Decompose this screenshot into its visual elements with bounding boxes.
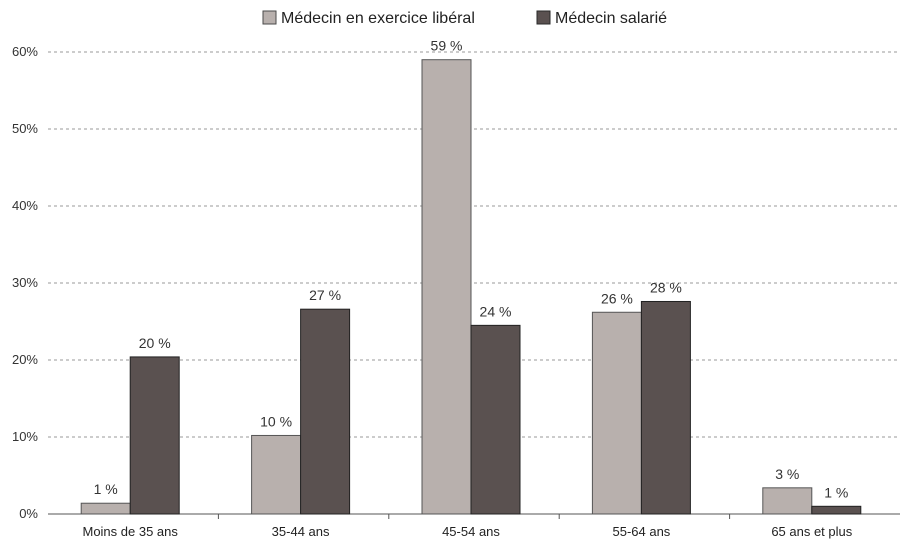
data-label-salarie: 27 % — [309, 287, 341, 303]
x-tick-label: Moins de 35 ans — [82, 524, 178, 539]
legend-label-salarie: Médecin salarié — [555, 10, 667, 27]
data-label-salarie: 1 % — [824, 484, 848, 500]
x-tick-label: 45-54 ans — [442, 524, 500, 539]
x-tick-label: 55-64 ans — [612, 524, 670, 539]
y-tick-label: 0% — [19, 506, 38, 521]
bar-liberal — [591, 311, 642, 515]
y-tick-label: 40% — [12, 198, 38, 213]
x-tick-label: 35-44 ans — [272, 524, 330, 539]
data-label-salarie: 28 % — [650, 279, 682, 295]
bar-salarie — [811, 505, 862, 515]
data-label-liberal: 1 % — [94, 481, 118, 497]
data-label-salarie: 24 % — [480, 303, 512, 319]
y-tick-label: 50% — [12, 121, 38, 136]
y-tick-label: 10% — [12, 429, 38, 444]
bar-liberal — [762, 487, 813, 515]
data-label-liberal: 3 % — [775, 466, 799, 482]
y-tick-label: 60% — [12, 44, 38, 59]
data-label-liberal: 26 % — [601, 290, 633, 306]
data-label-liberal: 10 % — [260, 413, 292, 429]
bars — [80, 59, 862, 515]
x-tick-label: 65 ans et plus — [771, 524, 852, 539]
legend-label-liberal: Médecin en exercice libéral — [281, 10, 475, 27]
legend-swatch-liberal — [262, 10, 277, 25]
bar-salarie — [300, 308, 351, 515]
y-tick-label: 30% — [12, 275, 38, 290]
bar-salarie — [640, 300, 691, 515]
legend-swatch-salarie — [536, 10, 551, 25]
bar-liberal — [421, 59, 472, 515]
bar-salarie — [129, 356, 180, 515]
bar-liberal — [251, 434, 302, 515]
legend: Médecin en exercice libéral Médecin sala… — [262, 10, 667, 27]
data-label-salarie: 20 % — [139, 335, 171, 351]
bar-salarie — [470, 324, 521, 515]
y-tick-label: 20% — [12, 352, 38, 367]
data-labels: 1 % 20 % 10 % 27 % 59 % 24 % 26 % 28 % 3 % 1 % — [94, 38, 849, 501]
axes: 0% 10% 20% 30% 40% 50% 60% Moins de 35 ans 35-44… — [12, 44, 900, 539]
data-label-liberal: 59 % — [431, 38, 463, 54]
bar-liberal — [80, 502, 131, 515]
